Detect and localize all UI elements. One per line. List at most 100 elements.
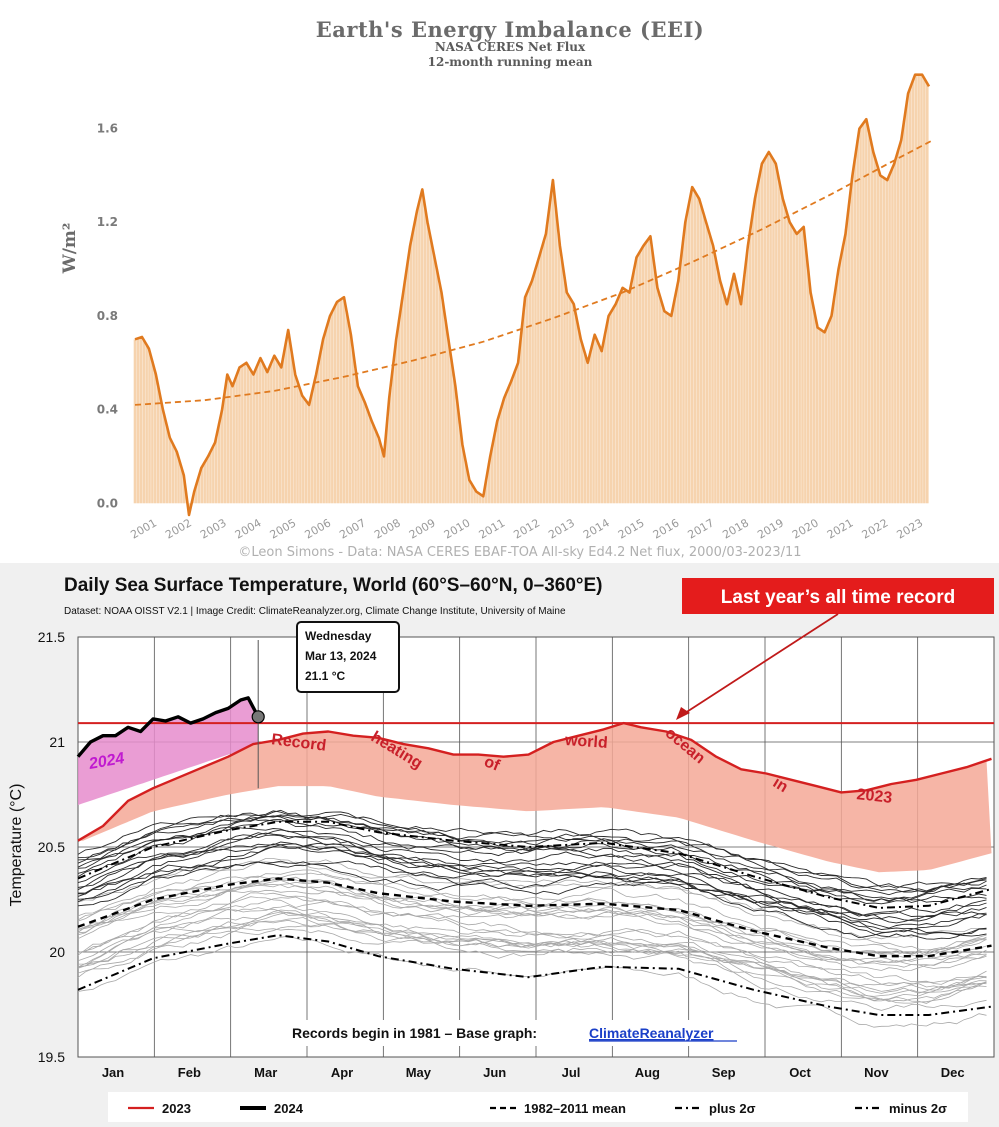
- eei-bar: [261, 362, 264, 504]
- eei-bar: [452, 378, 456, 504]
- eei-bar: [798, 231, 801, 504]
- eei-bar: [577, 330, 581, 504]
- eei-bar: [624, 289, 627, 504]
- eei-bar: [777, 181, 781, 504]
- eei-bar: [804, 243, 807, 504]
- eei-bar: [243, 363, 247, 504]
- eei-bar: [400, 300, 404, 504]
- eei-bar: [508, 385, 511, 504]
- eei-bar: [914, 74, 917, 504]
- eei-bar: [870, 146, 874, 504]
- eei-bar: [679, 261, 682, 504]
- eei-bar: [836, 276, 839, 504]
- eei-bar: [537, 259, 540, 504]
- eei-bar: [853, 159, 857, 504]
- record-heating-word: 2023: [856, 786, 893, 807]
- eei-bar: [209, 451, 212, 504]
- eei-bar: [592, 339, 595, 504]
- eei-bar: [183, 479, 186, 504]
- eei-bar: [728, 291, 732, 504]
- record-heating-word: world: [563, 732, 608, 752]
- sst-historic-year-line: [77, 812, 987, 902]
- eei-bar: [432, 254, 436, 504]
- eei-bar: [600, 348, 604, 504]
- eei-bar: [281, 358, 285, 504]
- eei-bar: [534, 269, 537, 504]
- eei-bar: [325, 327, 328, 504]
- eei-bar: [856, 140, 859, 504]
- eei-bar: [827, 322, 830, 504]
- sst-chart: 19.5 20 20.5 21 21.5 Jan Feb Mar Apr May Jun Jul Au…: [0, 563, 999, 1127]
- sst-historic-year-line: [77, 818, 987, 903]
- eei-bar: [569, 298, 572, 504]
- sst-2024-line: [76, 696, 260, 758]
- eei-bar: [151, 361, 154, 504]
- eei-bar: [606, 318, 610, 504]
- eei-bar: [525, 293, 529, 504]
- sst-month-label: Jul: [562, 1065, 581, 1080]
- sst-2023-line: [77, 721, 992, 842]
- eei-bar: [383, 449, 386, 504]
- eei-bar: [273, 355, 276, 504]
- eei-bar: [159, 400, 163, 504]
- eei-bar: [386, 417, 389, 504]
- eei-bar: [380, 448, 383, 504]
- eei-bar: [226, 375, 230, 504]
- eei-bar: [377, 437, 381, 504]
- sst-y-axis-label: Temperature (°C): [8, 784, 25, 907]
- eei-bar: [531, 278, 534, 504]
- sst-historic-year-line: [77, 816, 987, 893]
- sst-historic-year-line: [77, 917, 987, 1000]
- eei-bar: [423, 207, 427, 504]
- eei-bar: [824, 329, 828, 504]
- eei-bar: [748, 230, 752, 504]
- eei-bar: [200, 467, 204, 504]
- eei-bar: [296, 381, 299, 504]
- eei-bar: [458, 425, 462, 504]
- eei-bar: [891, 167, 894, 504]
- sst-historic-year-line: [77, 911, 987, 1002]
- eei-bar: [830, 315, 833, 504]
- eei-bar: [696, 196, 700, 504]
- eei-credit: ©Leon Simons - Data: NASA CERES EBAF-TOA…: [238, 545, 801, 560]
- eei-bar: [499, 409, 502, 504]
- eei-bar: [702, 214, 706, 504]
- eei-bar: [760, 163, 764, 504]
- sst-historic-year-line: [77, 876, 987, 969]
- sst-historic-year-line: [77, 911, 987, 1004]
- eei-bar: [850, 180, 854, 504]
- sst-month-label: Jan: [102, 1065, 124, 1080]
- eei-bar: [862, 123, 865, 504]
- tooltip-weekday: Wednesday: [305, 629, 372, 643]
- eei-bar: [925, 83, 929, 504]
- climate-reanalyzer-link[interactable]: ClimateReanalyzer: [589, 1025, 714, 1041]
- eei-bar: [766, 153, 769, 504]
- callout-arrow-head: [676, 707, 690, 720]
- eei-bar: [473, 488, 476, 504]
- eei-bar: [197, 475, 201, 504]
- legend-label: minus 2σ: [889, 1101, 947, 1116]
- sst-month-label: Oct: [789, 1065, 811, 1080]
- eei-bar: [429, 239, 433, 504]
- record-callout-text: Last year’s all time record: [721, 587, 955, 608]
- eei-bar: [603, 333, 607, 504]
- eei-bar: [705, 224, 709, 504]
- sst-mean-line: [77, 877, 992, 958]
- record-heating-word: Record: [270, 731, 327, 754]
- eei-bar: [455, 400, 459, 504]
- eei-bar: [278, 365, 282, 504]
- eei-bar: [708, 233, 711, 504]
- eei-bar: [142, 339, 146, 504]
- eei-bar: [920, 74, 923, 504]
- legend-label: 1982–2011 mean: [524, 1101, 626, 1116]
- eei-bar: [699, 204, 703, 504]
- eei-bar: [267, 369, 270, 504]
- eei-bar: [711, 243, 714, 504]
- eei-bar: [780, 195, 784, 504]
- eei-bar: [574, 315, 578, 504]
- eei-bar: [917, 74, 920, 504]
- eei-bar: [394, 339, 398, 504]
- sst-month-label: Aug: [635, 1065, 660, 1080]
- eei-bar: [450, 358, 453, 504]
- eei-bar: [214, 436, 218, 504]
